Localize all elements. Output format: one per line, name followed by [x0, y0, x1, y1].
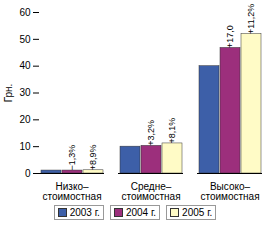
svg-text:+3,2%: +3,2%	[146, 120, 156, 146]
html-text:2003 г.: 2003 г.	[69, 207, 100, 218]
svg-text:−1,3%: −1,3%	[67, 145, 77, 171]
svg-text:+11,2%: +11,2%	[246, 4, 256, 34]
svg-text:Низко–стоимостная: Низко–стоимостная	[42, 181, 101, 202]
svg-text:10: 10	[19, 141, 31, 152]
svg-text:+8,1%: +8,1%	[167, 118, 177, 144]
svg-text:20: 20	[19, 114, 31, 125]
svg-text:Средне–стоимостная: Средне–стоимостная	[121, 181, 180, 202]
svg-text:Грн.: Грн.	[3, 84, 14, 103]
svg-text:50: 50	[19, 34, 31, 45]
svg-text:Высоко–стоимостная: Высоко–стоимостная	[200, 181, 259, 202]
svg-text:30: 30	[19, 87, 31, 98]
svg-text:0: 0	[25, 168, 31, 179]
svg-text:+8,9%: +8,9%	[88, 144, 98, 170]
svg-text:+17,0: +17,0	[225, 25, 235, 48]
svg-text:60: 60	[19, 7, 31, 18]
html-text:2004 г.: 2004 г.	[125, 207, 157, 218]
svg-text:40: 40	[19, 60, 31, 71]
html-text:2005 г.: 2005 г.	[182, 207, 213, 218]
